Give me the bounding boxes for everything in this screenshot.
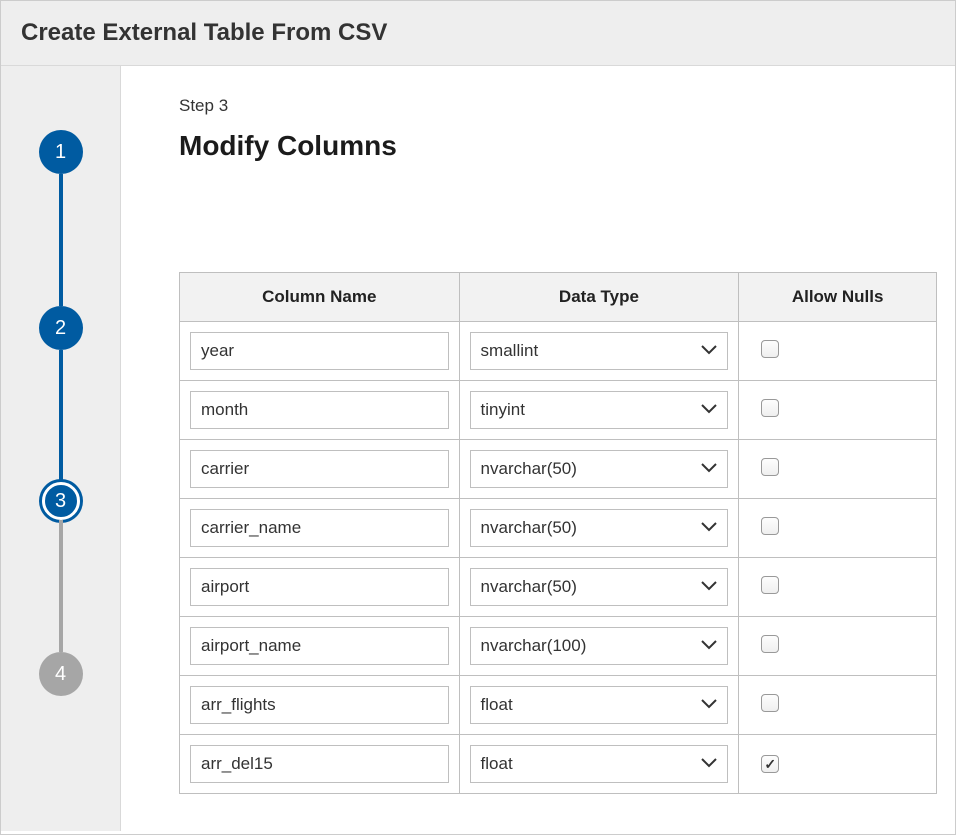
column-name-input[interactable] (190, 568, 449, 606)
header-allow-nulls: Allow Nulls (739, 273, 937, 322)
header-data-type: Data Type (459, 273, 739, 322)
step-3[interactable]: 3 (42, 482, 80, 520)
allow-nulls-checkbox[interactable] (761, 755, 779, 773)
wizard-stepper: 1 2 3 4 (39, 130, 83, 831)
step-connector (59, 520, 63, 652)
column-name-input[interactable] (190, 627, 449, 665)
allow-nulls-checkbox[interactable] (761, 694, 779, 712)
chevron-down-icon (701, 401, 717, 419)
step-4[interactable]: 4 (39, 652, 83, 696)
step-1[interactable]: 1 (39, 130, 83, 174)
stepper-column: 1 2 3 4 (1, 66, 121, 831)
table-row: tinyint (180, 381, 937, 440)
page-title: Modify Columns (179, 130, 955, 162)
data-type-select[interactable]: nvarchar(100) (470, 627, 729, 665)
table-row: nvarchar(50) (180, 499, 937, 558)
data-type-value: float (481, 695, 513, 715)
step-connector (59, 174, 63, 306)
table-row: float (180, 676, 937, 735)
data-type-select[interactable]: nvarchar(50) (470, 450, 729, 488)
allow-nulls-checkbox[interactable] (761, 576, 779, 594)
step-connector (59, 350, 63, 482)
data-type-select[interactable]: smallint (470, 332, 729, 370)
column-name-input[interactable] (190, 745, 449, 783)
chevron-down-icon (701, 342, 717, 360)
data-type-select[interactable]: tinyint (470, 391, 729, 429)
allow-nulls-checkbox[interactable] (761, 517, 779, 535)
data-type-value: nvarchar(50) (481, 577, 577, 597)
allow-nulls-checkbox[interactable] (761, 399, 779, 417)
data-type-value: tinyint (481, 400, 525, 420)
chevron-down-icon (701, 637, 717, 655)
data-type-value: smallint (481, 341, 539, 361)
chevron-down-icon (701, 755, 717, 773)
table-row: nvarchar(50) (180, 440, 937, 499)
columns-table: Column Name Data Type Allow Nulls smalli… (179, 272, 937, 794)
dialog-header: Create External Table From CSV (1, 1, 955, 66)
table-row: nvarchar(100) (180, 617, 937, 676)
allow-nulls-checkbox[interactable] (761, 458, 779, 476)
table-row: smallint (180, 322, 937, 381)
chevron-down-icon (701, 460, 717, 478)
data-type-select[interactable]: nvarchar(50) (470, 568, 729, 606)
chevron-down-icon (701, 696, 717, 714)
column-name-input[interactable] (190, 686, 449, 724)
column-name-input[interactable] (190, 391, 449, 429)
main-panel: Step 3 Modify Columns Column Name Data T… (121, 66, 955, 831)
column-name-input[interactable] (190, 450, 449, 488)
dialog-title: Create External Table From CSV (21, 19, 935, 47)
allow-nulls-checkbox[interactable] (761, 635, 779, 653)
table-row: nvarchar(50) (180, 558, 937, 617)
table-header-row: Column Name Data Type Allow Nulls (180, 273, 937, 322)
dialog-body: 1 2 3 4 Step 3 Modify Columns Column Name D… (1, 66, 955, 831)
step-label: Step 3 (179, 96, 955, 116)
data-type-value: nvarchar(50) (481, 459, 577, 479)
data-type-select[interactable]: float (470, 686, 729, 724)
table-row: float (180, 735, 937, 794)
data-type-value: float (481, 754, 513, 774)
chevron-down-icon (701, 519, 717, 537)
data-type-select[interactable]: nvarchar(50) (470, 509, 729, 547)
step-2[interactable]: 2 (39, 306, 83, 350)
column-name-input[interactable] (190, 509, 449, 547)
data-type-value: nvarchar(100) (481, 636, 587, 656)
data-type-select[interactable]: float (470, 745, 729, 783)
allow-nulls-checkbox[interactable] (761, 340, 779, 358)
header-column-name: Column Name (180, 273, 460, 322)
data-type-value: nvarchar(50) (481, 518, 577, 538)
column-name-input[interactable] (190, 332, 449, 370)
chevron-down-icon (701, 578, 717, 596)
